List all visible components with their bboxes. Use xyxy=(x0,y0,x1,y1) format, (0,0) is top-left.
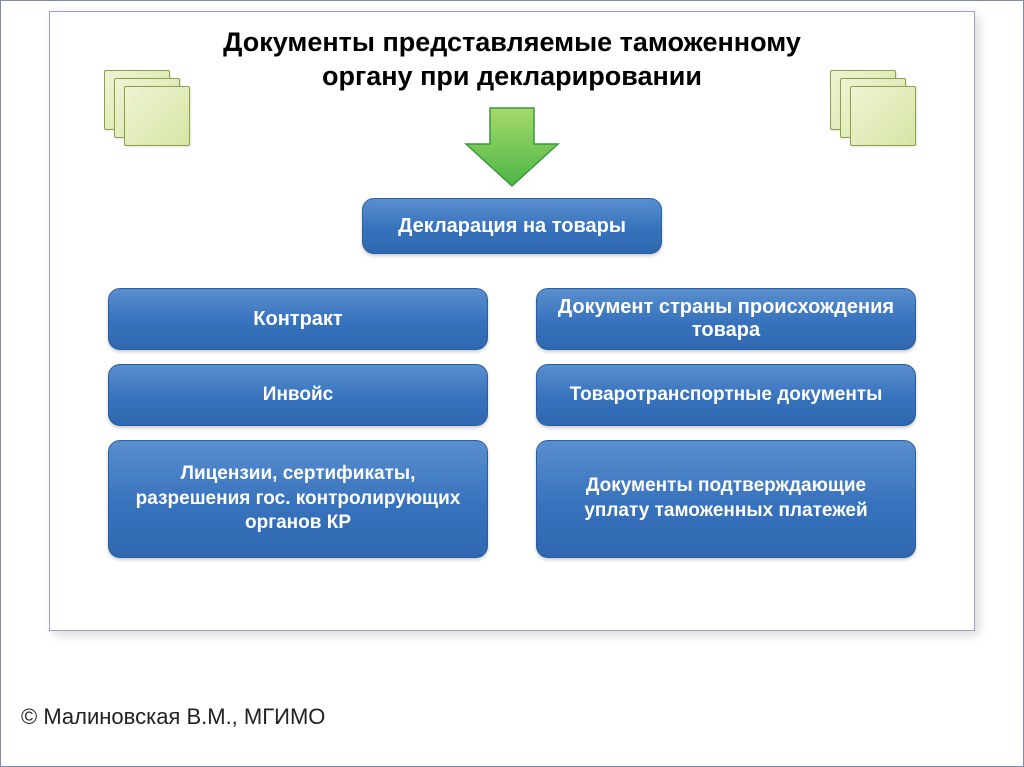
box-licenses: Лицензии, сертификаты, разрешения гос. к… xyxy=(108,440,488,558)
box-label: Документ страны происхождения товара xyxy=(551,296,901,342)
title-line-1: Документы представляемые таможенному xyxy=(223,27,801,57)
title-line-2: органу при декларировании xyxy=(322,61,702,91)
box-label: Лицензии, сертификаты, разрешения гос. к… xyxy=(123,462,473,536)
box-invoice: Инвойс xyxy=(108,364,488,426)
footer-credit: © Малиновская В.М., МГИМО xyxy=(21,704,325,730)
box-label: Контракт xyxy=(253,308,342,331)
box-label: Товаротранспортные документы xyxy=(570,384,883,406)
box-label: Декларация на товары xyxy=(398,215,626,238)
content-frame: Документы представляемые таможенному орг… xyxy=(49,11,975,631)
documents-icon-right xyxy=(830,70,920,148)
box-contract: Контракт xyxy=(108,288,488,350)
box-origin-doc: Документ страны происхождения товара xyxy=(536,288,916,350)
box-declaration: Декларация на товары xyxy=(362,198,662,254)
sheet-icon xyxy=(124,86,190,146)
arrow-down-icon xyxy=(462,106,562,188)
box-label: Документы подтверждающие уплату таможенн… xyxy=(551,474,901,523)
sheet-icon xyxy=(850,86,916,146)
documents-icon-left xyxy=(104,70,194,148)
box-label: Инвойс xyxy=(263,384,333,406)
slide-frame: Документы представляемые таможенному орг… xyxy=(0,0,1024,767)
box-transport-docs: Товаротранспортные документы xyxy=(536,364,916,426)
box-payment-docs: Документы подтверждающие уплату таможенн… xyxy=(536,440,916,558)
